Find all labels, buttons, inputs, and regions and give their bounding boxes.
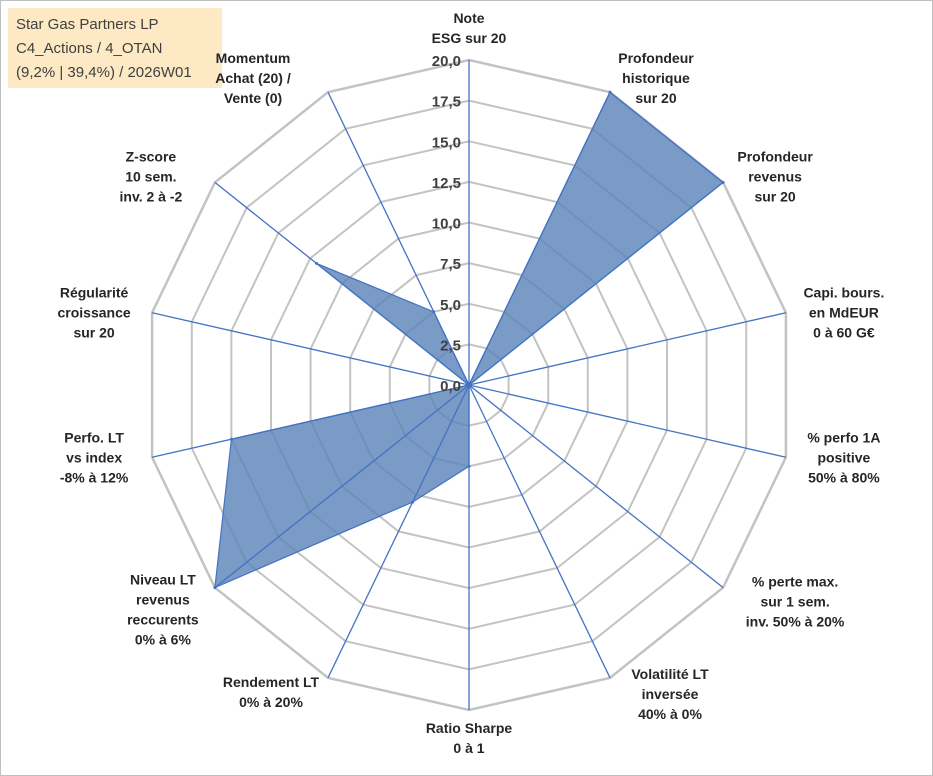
- axis-label-line: Capi. bours.: [803, 285, 884, 301]
- axis-label-line: Note: [453, 10, 484, 26]
- tick-label: 20,0: [432, 53, 461, 70]
- axis-label-line: croissance: [58, 305, 131, 321]
- axis-label-line: historique: [622, 70, 690, 86]
- axis-label-line: Ratio Sharpe: [426, 720, 513, 736]
- axis-spoke: [151, 384, 470, 458]
- tick-label: 2,5: [440, 337, 461, 354]
- data-point: [467, 464, 471, 468]
- axis-label-line: ESG sur 20: [432, 30, 507, 46]
- axis-spoke: [468, 384, 611, 679]
- axis-spoke: [468, 91, 611, 386]
- axis-label-line: revenus: [136, 592, 190, 608]
- axis-label-line: 50% à 80%: [808, 469, 880, 485]
- axis-label: Profondeur revenus sur 20: [737, 148, 813, 204]
- axis-label-line: positive: [817, 449, 870, 465]
- data-series-area: [214, 91, 725, 589]
- axis-spoke: [327, 91, 470, 386]
- tick-label: 17,5: [432, 94, 461, 111]
- axis-label-line: revenus: [748, 168, 802, 184]
- axis-label-line: -8% à 12%: [60, 469, 129, 485]
- axis-label: Note ESG sur 20: [432, 10, 507, 46]
- axis-label: % perte max. sur 1 sem. inv. 50% à 20%: [746, 574, 845, 630]
- axis-label-line: inversée: [642, 686, 699, 702]
- axis-label-line: sur 20: [73, 325, 114, 341]
- axis-label-line: Profondeur: [737, 148, 813, 164]
- axis-spoke: [468, 312, 787, 386]
- data-point: [432, 310, 436, 314]
- axis-label-line: Régularité: [60, 285, 129, 301]
- tick-label: 7,5: [440, 256, 461, 273]
- axis-label-line: 0 à 1: [453, 740, 484, 756]
- axis-label: Capi. bours. en MdEUR 0 à 60 G€: [803, 285, 884, 341]
- axis-spoke: [327, 384, 470, 679]
- axis-label-line: Volatilité LT: [631, 666, 709, 682]
- axis-label-line: en MdEUR: [809, 305, 879, 321]
- axis-spoke: [214, 384, 470, 589]
- company-name: Star Gas Partners LP: [16, 16, 159, 33]
- axis-label-line: sur 20: [635, 90, 676, 106]
- axis-label: Momentum Achat (20) / Vente (0): [215, 50, 291, 106]
- axis-label-line: Niveau LT: [130, 572, 196, 588]
- axis-label: Perfo. LT vs index -8% à 12%: [60, 429, 129, 485]
- axis-spoke: [468, 384, 787, 458]
- axis-label-line: inv. 2 à -2: [120, 188, 183, 204]
- axis-label-line: 40% à 0%: [638, 706, 702, 722]
- axis-label-line: Profondeur: [618, 50, 694, 66]
- axis-label-line: % perfo 1A: [807, 429, 880, 445]
- axis-label-line: 0 à 60 G€: [813, 325, 875, 341]
- axis-label-line: % perte max.: [752, 574, 838, 590]
- axis-label: Z-score 10 sem. inv. 2 à -2: [120, 148, 183, 204]
- tick-label: 15,0: [432, 134, 461, 151]
- axis-label-line: sur 20: [754, 188, 795, 204]
- axis-label-line: Perfo. LT: [64, 429, 124, 445]
- axis-label-line: Z-score: [126, 148, 177, 164]
- axis-label-line: Vente (0): [224, 90, 282, 106]
- axis-spoke: [468, 181, 724, 386]
- info-box: Star Gas Partners LP C4_Actions / 4_OTAN…: [8, 8, 222, 88]
- axis-label: Ratio Sharpe 0 à 1: [426, 720, 513, 756]
- axis-spoke: [214, 181, 470, 386]
- data-point: [229, 437, 233, 441]
- axis-label-line: Achat (20) /: [215, 70, 291, 86]
- tick-label: 0,0: [440, 378, 461, 395]
- axis-label: % perfo 1A positive 50% à 80%: [807, 429, 880, 485]
- data-point: [721, 180, 725, 184]
- data-point: [608, 90, 612, 94]
- axis-label: Rendement LT 0% à 20%: [223, 674, 320, 710]
- category-label: C4_Actions / 4_OTAN: [16, 40, 163, 57]
- data-point: [213, 586, 217, 590]
- axis-label-line: reccurents: [127, 612, 199, 628]
- tick-label: 5,0: [440, 297, 461, 314]
- stats-label: (9,2% | 39,4%) / 2026W01: [16, 64, 192, 81]
- axis-label: Régularité croissance sur 20: [58, 285, 131, 341]
- axis-label: Niveau LT revenus reccurents 0% à 6%: [127, 572, 199, 648]
- axis-label-line: vs index: [66, 449, 122, 465]
- axis-label-line: Momentum: [216, 50, 291, 66]
- axis-label-line: 0% à 6%: [135, 632, 192, 648]
- data-point: [467, 383, 471, 387]
- axis-label-line: inv. 50% à 20%: [746, 614, 845, 630]
- tick-label: 12,5: [432, 175, 461, 192]
- axis-label-line: 0% à 20%: [239, 694, 303, 710]
- axis-spoke: [468, 384, 724, 589]
- data-point: [411, 500, 415, 504]
- tick-label: 10,0: [432, 216, 461, 233]
- axis-label-line: 10 sem.: [125, 168, 176, 184]
- axis-label: Profondeur historique sur 20: [618, 50, 694, 106]
- axis-label-line: sur 1 sem.: [760, 594, 829, 610]
- axis-spoke: [151, 312, 470, 386]
- data-point: [315, 261, 318, 265]
- axis-label-line: Rendement LT: [223, 674, 320, 690]
- axis-label: Volatilité LT inversée 40% à 0%: [631, 666, 709, 722]
